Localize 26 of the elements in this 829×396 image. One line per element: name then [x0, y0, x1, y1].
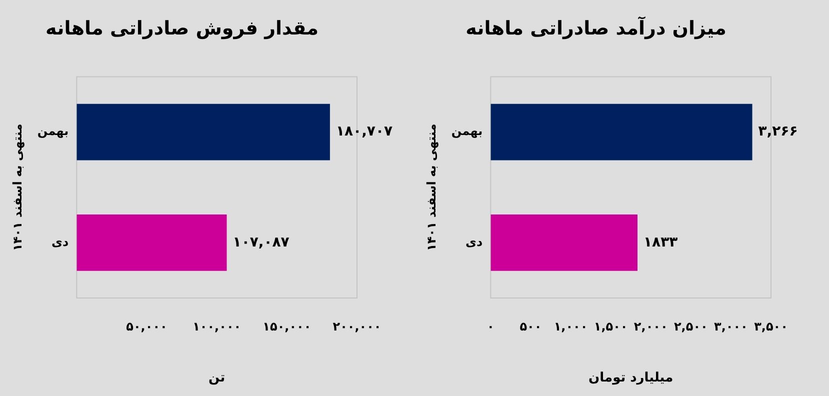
x-tick-label: ۱۵۰,۰۰۰	[262, 319, 312, 334]
x-tick-label: ۱۰۰,۰۰۰	[192, 319, 242, 334]
data-label: ۱۸۰,۷۰۷	[336, 124, 393, 140]
y-axis-title: منتهی به اسفند ۱۴۰۱	[10, 124, 24, 252]
chart-title: مقدار فروش صادراتی ماهانه	[46, 17, 318, 40]
data-label: ۱۰۷,۰۸۷	[232, 234, 290, 250]
x-axis-title: میلیارد تومان	[588, 370, 674, 386]
x-tick-label: ۲,۵۰۰	[674, 319, 708, 334]
x-tick-label: ۰	[487, 319, 494, 334]
y-tick-label: دی	[52, 234, 69, 249]
data-label: ۱۸۳۳	[643, 234, 678, 250]
x-tick-label: ۱,۵۰۰	[594, 319, 628, 334]
x-axis-title: تن	[208, 370, 226, 386]
x-tick-label: ۲۰۰,۰۰۰	[332, 319, 382, 334]
x-tick-label: ۳,۵۰۰	[754, 319, 788, 334]
x-tick-label: ۲,۰۰۰	[634, 319, 668, 334]
chart-title: میزان درآمد صادراتی ماهانه	[466, 15, 726, 40]
data-label: ۳,۲۶۶	[758, 124, 798, 140]
x-tick-label: ۵۰,۰۰۰	[126, 319, 168, 334]
x-tick-label: ۵۰۰	[520, 319, 542, 334]
y-tick-label: بهمن	[37, 124, 69, 138]
x-tick-label: ۳,۰۰۰	[714, 319, 748, 334]
y-axis-title: منتهی به اسفند ۱۴۰۱	[424, 124, 438, 252]
x-tick-label: ۱,۰۰۰	[554, 319, 588, 334]
y-tick-label: دی	[466, 234, 483, 249]
y-tick-label: بهمن	[451, 124, 483, 138]
